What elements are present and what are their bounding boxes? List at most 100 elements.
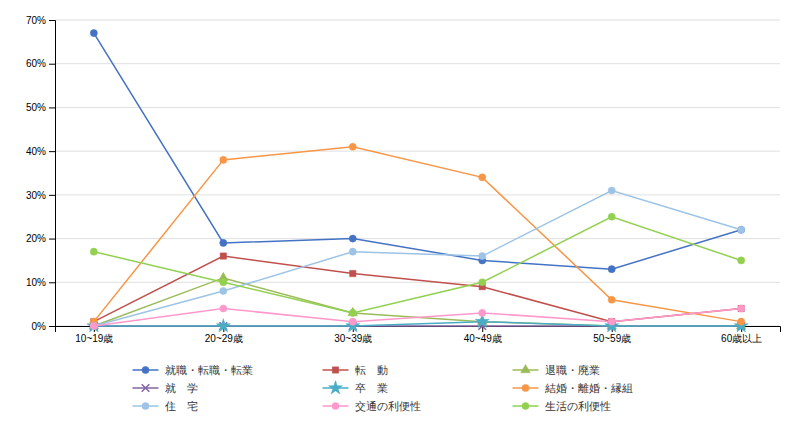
y-tick-label: 50%	[26, 102, 46, 113]
series-marker	[220, 239, 227, 246]
series-marker	[608, 296, 615, 303]
series-marker	[349, 309, 356, 316]
x-tick-label: 60歳以上	[721, 333, 762, 344]
legend-marker	[332, 402, 339, 409]
series-marker	[90, 248, 97, 255]
series-line	[94, 190, 741, 326]
legend-item: 生活の利便性	[513, 400, 611, 413]
series-marker	[479, 279, 486, 286]
y-tick-label: 60%	[26, 58, 46, 69]
series-marker	[90, 30, 97, 37]
chart-container: 0%10%20%30%40%50%60%70%10~19歳20~29歳30~39…	[0, 0, 800, 426]
legend-item: 交通の利便性	[323, 400, 421, 413]
series-marker	[609, 318, 615, 324]
x-axis: 10~19歳 20~29歳 30~39歳 40~49歳 50~59歳 60歳以上	[56, 326, 781, 344]
y-tick: 50%	[26, 102, 55, 113]
series-marker	[349, 318, 356, 325]
x-tick-label: 10~19歳	[75, 333, 113, 344]
legend-marker	[329, 381, 343, 394]
series-marker	[608, 213, 615, 220]
series-marker	[220, 253, 226, 259]
series-marker	[90, 322, 97, 329]
series-marker	[479, 252, 486, 259]
x-tick: 40~49歳	[464, 326, 502, 344]
x-tick-label: 40~49歳	[464, 333, 502, 344]
grid-line	[55, 194, 780, 195]
y-tick-mark	[49, 20, 55, 21]
grid-line	[55, 238, 780, 239]
y-tick: 70%	[26, 15, 55, 26]
legend-marker	[332, 367, 338, 373]
y-tick-mark	[49, 282, 55, 283]
legend-label: 結婚・離婚・縁組	[544, 382, 633, 395]
series	[90, 322, 745, 330]
series	[90, 187, 744, 330]
series-marker	[738, 257, 745, 264]
legend-item: 卒 業	[323, 381, 388, 395]
y-tick: 30%	[26, 190, 55, 201]
series-marker	[348, 307, 358, 315]
y-axis-line	[49, 21, 56, 327]
series-marker	[608, 266, 615, 273]
legend-marker	[521, 364, 531, 372]
chart-svg: 0%10%20%30%40%50%60%70%10~19歳20~29歳30~39…	[0, 0, 800, 426]
y-tick: 10%	[26, 277, 55, 288]
series-marker	[738, 226, 745, 233]
legend-label: 交通の利便性	[355, 400, 421, 413]
legend-item: 住 宅	[133, 400, 198, 413]
series-line	[94, 147, 741, 322]
series-marker	[349, 248, 356, 255]
grid-line	[55, 63, 780, 64]
y-tick: 60%	[26, 58, 55, 69]
legend-marker	[522, 402, 529, 409]
series-marker	[216, 319, 230, 332]
marks	[87, 30, 748, 332]
series-marker	[90, 322, 98, 330]
series-line	[94, 256, 741, 322]
series	[90, 30, 744, 273]
x-tick-label: 20~29歳	[205, 333, 243, 344]
series-marker	[349, 143, 356, 150]
grid-line	[55, 282, 780, 283]
series-marker	[220, 279, 227, 286]
legend-label: 退職・廃業	[545, 364, 600, 377]
grid-line	[55, 107, 780, 108]
legend-label: 転 動	[355, 364, 388, 377]
legend: 就職・転職・転業 転 動 退職・廃業就 学 卒 業 結婚・離婚・縁組住 宅 交通の利便性 生…	[133, 364, 633, 413]
legend-marker	[522, 384, 529, 391]
y-tick-label: 70%	[26, 15, 46, 26]
y-tick: 40%	[26, 146, 55, 157]
y-tick-mark	[49, 151, 55, 152]
x-tick-label: 50~59歳	[593, 333, 631, 344]
series-line	[94, 322, 741, 326]
series-marker	[738, 226, 745, 233]
y-tick-mark	[49, 239, 55, 240]
series-marker	[479, 309, 486, 316]
y-tick-mark	[49, 64, 55, 65]
series-marker	[220, 305, 227, 312]
series-line	[94, 33, 741, 269]
legend-item: 転 動	[323, 364, 388, 377]
grid	[55, 20, 780, 326]
legend-marker	[142, 384, 150, 392]
series-marker	[90, 322, 97, 329]
series-line	[94, 278, 741, 326]
grid-line	[55, 20, 780, 21]
y-tick-label: 40%	[26, 146, 46, 157]
legend-marker	[142, 402, 149, 409]
y-tick-mark	[49, 107, 55, 108]
series-marker	[220, 156, 227, 163]
x-tick-label: 30~39歳	[334, 333, 372, 344]
legend-marker	[142, 366, 149, 373]
plot: 0%10%20%30%40%50%60%70%10~19歳20~29歳30~39…	[26, 15, 781, 344]
legend-label: 就 学	[165, 382, 198, 395]
legend-item: 退職・廃業	[513, 364, 600, 377]
series-marker	[350, 270, 356, 276]
series-marker	[738, 305, 745, 312]
grid-line	[55, 151, 780, 152]
y-tick-mark	[49, 195, 55, 196]
series-marker	[738, 305, 744, 311]
legend-item: 就 学	[133, 382, 198, 395]
legend-label: 就職・転職・転業	[165, 364, 253, 377]
series-marker	[608, 318, 615, 325]
